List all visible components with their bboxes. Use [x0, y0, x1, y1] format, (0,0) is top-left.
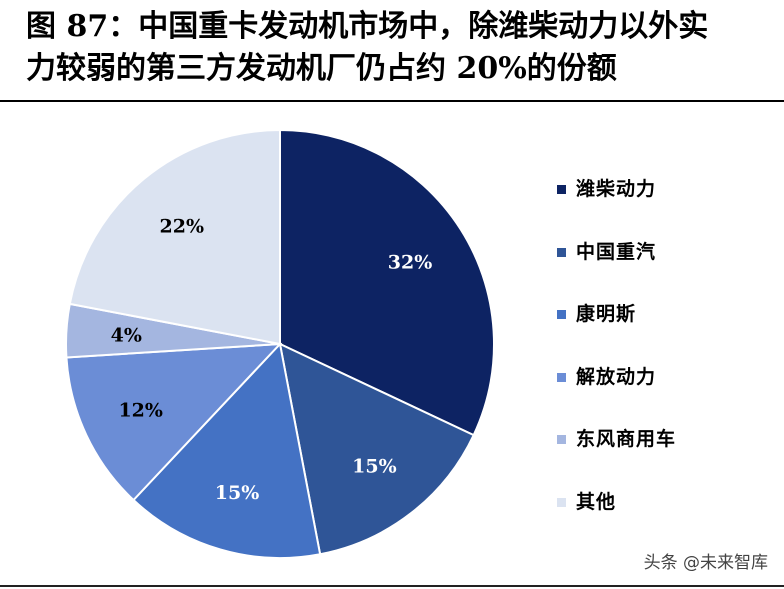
figure-title: 图 87：中国重卡发动机市场中，除潍柴动力以外实 力较弱的第三方发动机厂仍占约 …: [26, 6, 776, 90]
legend-item-1: 中国重汽: [557, 239, 676, 302]
slice-label-1: 15%: [352, 456, 397, 478]
legend-item-5: 其他: [557, 489, 676, 552]
title-line-1: 图 87：中国重卡发动机市场中，除潍柴动力以外实: [26, 9, 709, 44]
pie-slice-2: [132, 341, 322, 559]
slice-label-0: 32%: [388, 252, 433, 274]
legend-swatch: [557, 185, 566, 194]
chart-legend: 潍柴动力中国重汽康明斯解放动力东风商用车其他: [557, 176, 676, 551]
legend-swatch: [557, 497, 566, 507]
legend-item-0: 潍柴动力: [557, 176, 676, 239]
legend-item-2: 康明斯: [557, 301, 676, 364]
legend-label: 解放动力: [576, 365, 657, 388]
legend-swatch: [557, 372, 566, 382]
title-divider: [0, 100, 784, 102]
pie-slice-5: [68, 128, 281, 346]
legend-label: 潍柴动力: [576, 178, 657, 200]
title-line-2: 力较弱的第三方发动机厂仍占约 20%的份额: [26, 51, 617, 86]
slice-label-4: 4%: [111, 324, 142, 346]
legend-swatch: [557, 247, 566, 257]
legend-swatch: [557, 310, 566, 319]
legend-swatch: [557, 435, 566, 444]
pie-slice-1: [278, 342, 475, 556]
pie-slice-3: [65, 342, 283, 502]
pie-chart: 32% 15% 15% 12% 4% 22%: [65, 128, 495, 559]
legend-label: 东风商用车: [576, 428, 677, 450]
slice-label-5: 22%: [160, 215, 205, 237]
legend-label: 其他: [576, 490, 617, 513]
pie-slice-0: [279, 128, 495, 437]
bottom-divider: [0, 585, 784, 587]
legend-item-4: 东风商用车: [557, 426, 676, 489]
slice-label-2: 15%: [215, 482, 260, 504]
legend-label: 中国重汽: [576, 240, 657, 263]
legend-label: 康明斯: [576, 303, 637, 325]
slice-label-3: 12%: [118, 400, 163, 422]
watermark: 头条 @未来智库: [643, 553, 768, 573]
legend-item-3: 解放动力: [557, 364, 676, 427]
